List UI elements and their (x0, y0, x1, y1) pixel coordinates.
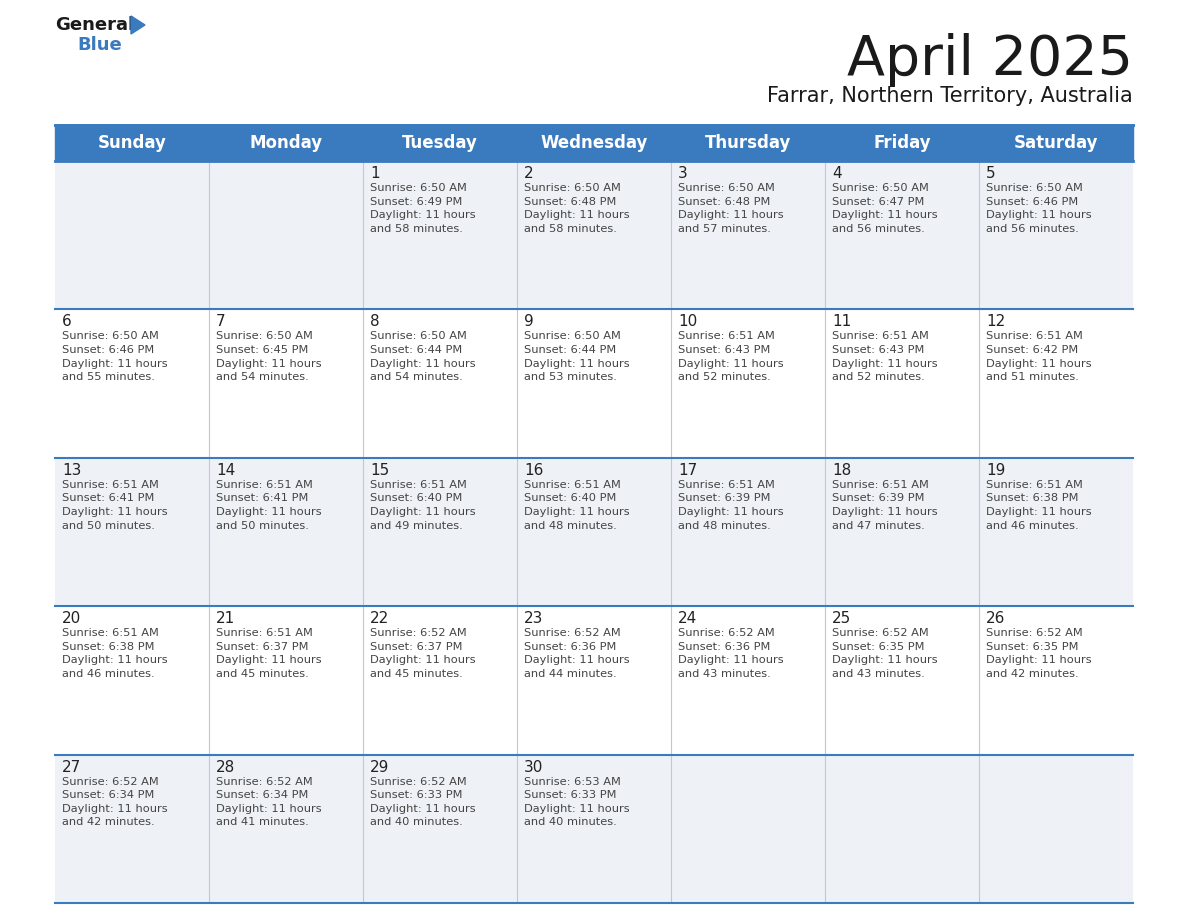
Text: Wednesday: Wednesday (541, 134, 647, 152)
Text: Sunrise: 6:51 AM
Sunset: 6:38 PM
Daylight: 11 hours
and 46 minutes.: Sunrise: 6:51 AM Sunset: 6:38 PM Dayligh… (62, 628, 168, 679)
Text: 16: 16 (524, 463, 543, 477)
Text: Sunrise: 6:51 AM
Sunset: 6:40 PM
Daylight: 11 hours
and 48 minutes.: Sunrise: 6:51 AM Sunset: 6:40 PM Dayligh… (524, 480, 630, 531)
Text: 22: 22 (369, 611, 390, 626)
Text: 3: 3 (678, 166, 688, 181)
Text: 26: 26 (986, 611, 1005, 626)
Bar (55, 161, 1133, 309)
Text: 27: 27 (62, 759, 81, 775)
Text: 7: 7 (216, 314, 226, 330)
Bar (55, 309, 1133, 458)
Text: 15: 15 (369, 463, 390, 477)
Text: Sunrise: 6:51 AM
Sunset: 6:41 PM
Daylight: 11 hours
and 50 minutes.: Sunrise: 6:51 AM Sunset: 6:41 PM Dayligh… (216, 480, 322, 531)
Text: 12: 12 (986, 314, 1005, 330)
Text: 17: 17 (678, 463, 697, 477)
Text: 30: 30 (524, 759, 543, 775)
Text: 28: 28 (216, 759, 235, 775)
Text: Farrar, Northern Territory, Australia: Farrar, Northern Territory, Australia (767, 86, 1133, 106)
Text: 10: 10 (678, 314, 697, 330)
Text: Sunrise: 6:51 AM
Sunset: 6:41 PM
Daylight: 11 hours
and 50 minutes.: Sunrise: 6:51 AM Sunset: 6:41 PM Dayligh… (62, 480, 168, 531)
Bar (55, 125, 1133, 161)
Text: 4: 4 (832, 166, 841, 181)
Text: 19: 19 (986, 463, 1005, 477)
Text: Sunrise: 6:51 AM
Sunset: 6:39 PM
Daylight: 11 hours
and 48 minutes.: Sunrise: 6:51 AM Sunset: 6:39 PM Dayligh… (678, 480, 784, 531)
Text: Sunrise: 6:51 AM
Sunset: 6:37 PM
Daylight: 11 hours
and 45 minutes.: Sunrise: 6:51 AM Sunset: 6:37 PM Dayligh… (216, 628, 322, 679)
Text: Sunrise: 6:52 AM
Sunset: 6:35 PM
Daylight: 11 hours
and 42 minutes.: Sunrise: 6:52 AM Sunset: 6:35 PM Dayligh… (986, 628, 1092, 679)
Text: 6: 6 (62, 314, 71, 330)
Text: Sunrise: 6:52 AM
Sunset: 6:34 PM
Daylight: 11 hours
and 41 minutes.: Sunrise: 6:52 AM Sunset: 6:34 PM Dayligh… (216, 777, 322, 827)
Text: 2: 2 (524, 166, 533, 181)
Text: Sunrise: 6:51 AM
Sunset: 6:42 PM
Daylight: 11 hours
and 51 minutes.: Sunrise: 6:51 AM Sunset: 6:42 PM Dayligh… (986, 331, 1092, 382)
Text: Blue: Blue (77, 36, 121, 54)
Text: Sunrise: 6:52 AM
Sunset: 6:35 PM
Daylight: 11 hours
and 43 minutes.: Sunrise: 6:52 AM Sunset: 6:35 PM Dayligh… (832, 628, 937, 679)
Text: Saturday: Saturday (1013, 134, 1098, 152)
Text: 18: 18 (832, 463, 852, 477)
Text: Sunrise: 6:50 AM
Sunset: 6:44 PM
Daylight: 11 hours
and 53 minutes.: Sunrise: 6:50 AM Sunset: 6:44 PM Dayligh… (524, 331, 630, 382)
Text: Sunrise: 6:50 AM
Sunset: 6:44 PM
Daylight: 11 hours
and 54 minutes.: Sunrise: 6:50 AM Sunset: 6:44 PM Dayligh… (369, 331, 475, 382)
Text: Friday: Friday (873, 134, 931, 152)
Text: Sunrise: 6:51 AM
Sunset: 6:43 PM
Daylight: 11 hours
and 52 minutes.: Sunrise: 6:51 AM Sunset: 6:43 PM Dayligh… (832, 331, 937, 382)
Text: Sunrise: 6:53 AM
Sunset: 6:33 PM
Daylight: 11 hours
and 40 minutes.: Sunrise: 6:53 AM Sunset: 6:33 PM Dayligh… (524, 777, 630, 827)
Text: 20: 20 (62, 611, 81, 626)
Text: Sunrise: 6:52 AM
Sunset: 6:36 PM
Daylight: 11 hours
and 43 minutes.: Sunrise: 6:52 AM Sunset: 6:36 PM Dayligh… (678, 628, 784, 679)
Text: 13: 13 (62, 463, 81, 477)
Text: Thursday: Thursday (704, 134, 791, 152)
Text: 5: 5 (986, 166, 996, 181)
Text: Sunrise: 6:50 AM
Sunset: 6:48 PM
Daylight: 11 hours
and 58 minutes.: Sunrise: 6:50 AM Sunset: 6:48 PM Dayligh… (524, 183, 630, 234)
Text: 24: 24 (678, 611, 697, 626)
Text: 8: 8 (369, 314, 380, 330)
Text: 11: 11 (832, 314, 852, 330)
Text: 21: 21 (216, 611, 235, 626)
Text: 23: 23 (524, 611, 543, 626)
Text: Sunrise: 6:52 AM
Sunset: 6:33 PM
Daylight: 11 hours
and 40 minutes.: Sunrise: 6:52 AM Sunset: 6:33 PM Dayligh… (369, 777, 475, 827)
Text: General: General (55, 16, 134, 34)
Text: Sunrise: 6:52 AM
Sunset: 6:36 PM
Daylight: 11 hours
and 44 minutes.: Sunrise: 6:52 AM Sunset: 6:36 PM Dayligh… (524, 628, 630, 679)
Text: Sunrise: 6:51 AM
Sunset: 6:39 PM
Daylight: 11 hours
and 47 minutes.: Sunrise: 6:51 AM Sunset: 6:39 PM Dayligh… (832, 480, 937, 531)
Text: Sunrise: 6:50 AM
Sunset: 6:47 PM
Daylight: 11 hours
and 56 minutes.: Sunrise: 6:50 AM Sunset: 6:47 PM Dayligh… (832, 183, 937, 234)
Text: Sunrise: 6:51 AM
Sunset: 6:40 PM
Daylight: 11 hours
and 49 minutes.: Sunrise: 6:51 AM Sunset: 6:40 PM Dayligh… (369, 480, 475, 531)
Text: Sunrise: 6:50 AM
Sunset: 6:49 PM
Daylight: 11 hours
and 58 minutes.: Sunrise: 6:50 AM Sunset: 6:49 PM Dayligh… (369, 183, 475, 234)
Bar (55, 606, 1133, 755)
Text: Sunrise: 6:50 AM
Sunset: 6:46 PM
Daylight: 11 hours
and 55 minutes.: Sunrise: 6:50 AM Sunset: 6:46 PM Dayligh… (62, 331, 168, 382)
Text: Sunrise: 6:52 AM
Sunset: 6:34 PM
Daylight: 11 hours
and 42 minutes.: Sunrise: 6:52 AM Sunset: 6:34 PM Dayligh… (62, 777, 168, 827)
Bar (55, 458, 1133, 606)
Text: 9: 9 (524, 314, 533, 330)
Text: Tuesday: Tuesday (402, 134, 478, 152)
Text: Sunrise: 6:51 AM
Sunset: 6:38 PM
Daylight: 11 hours
and 46 minutes.: Sunrise: 6:51 AM Sunset: 6:38 PM Dayligh… (986, 480, 1092, 531)
Text: Sunrise: 6:50 AM
Sunset: 6:45 PM
Daylight: 11 hours
and 54 minutes.: Sunrise: 6:50 AM Sunset: 6:45 PM Dayligh… (216, 331, 322, 382)
Text: Sunrise: 6:51 AM
Sunset: 6:43 PM
Daylight: 11 hours
and 52 minutes.: Sunrise: 6:51 AM Sunset: 6:43 PM Dayligh… (678, 331, 784, 382)
Polygon shape (131, 16, 145, 34)
Bar (55, 755, 1133, 903)
Text: 29: 29 (369, 759, 390, 775)
Text: 1: 1 (369, 166, 380, 181)
Text: Sunrise: 6:50 AM
Sunset: 6:48 PM
Daylight: 11 hours
and 57 minutes.: Sunrise: 6:50 AM Sunset: 6:48 PM Dayligh… (678, 183, 784, 234)
Text: Sunday: Sunday (97, 134, 166, 152)
Text: Sunrise: 6:50 AM
Sunset: 6:46 PM
Daylight: 11 hours
and 56 minutes.: Sunrise: 6:50 AM Sunset: 6:46 PM Dayligh… (986, 183, 1092, 234)
Text: April 2025: April 2025 (847, 33, 1133, 87)
Text: Monday: Monday (249, 134, 323, 152)
Text: Sunrise: 6:52 AM
Sunset: 6:37 PM
Daylight: 11 hours
and 45 minutes.: Sunrise: 6:52 AM Sunset: 6:37 PM Dayligh… (369, 628, 475, 679)
Text: 25: 25 (832, 611, 852, 626)
Text: 14: 14 (216, 463, 235, 477)
